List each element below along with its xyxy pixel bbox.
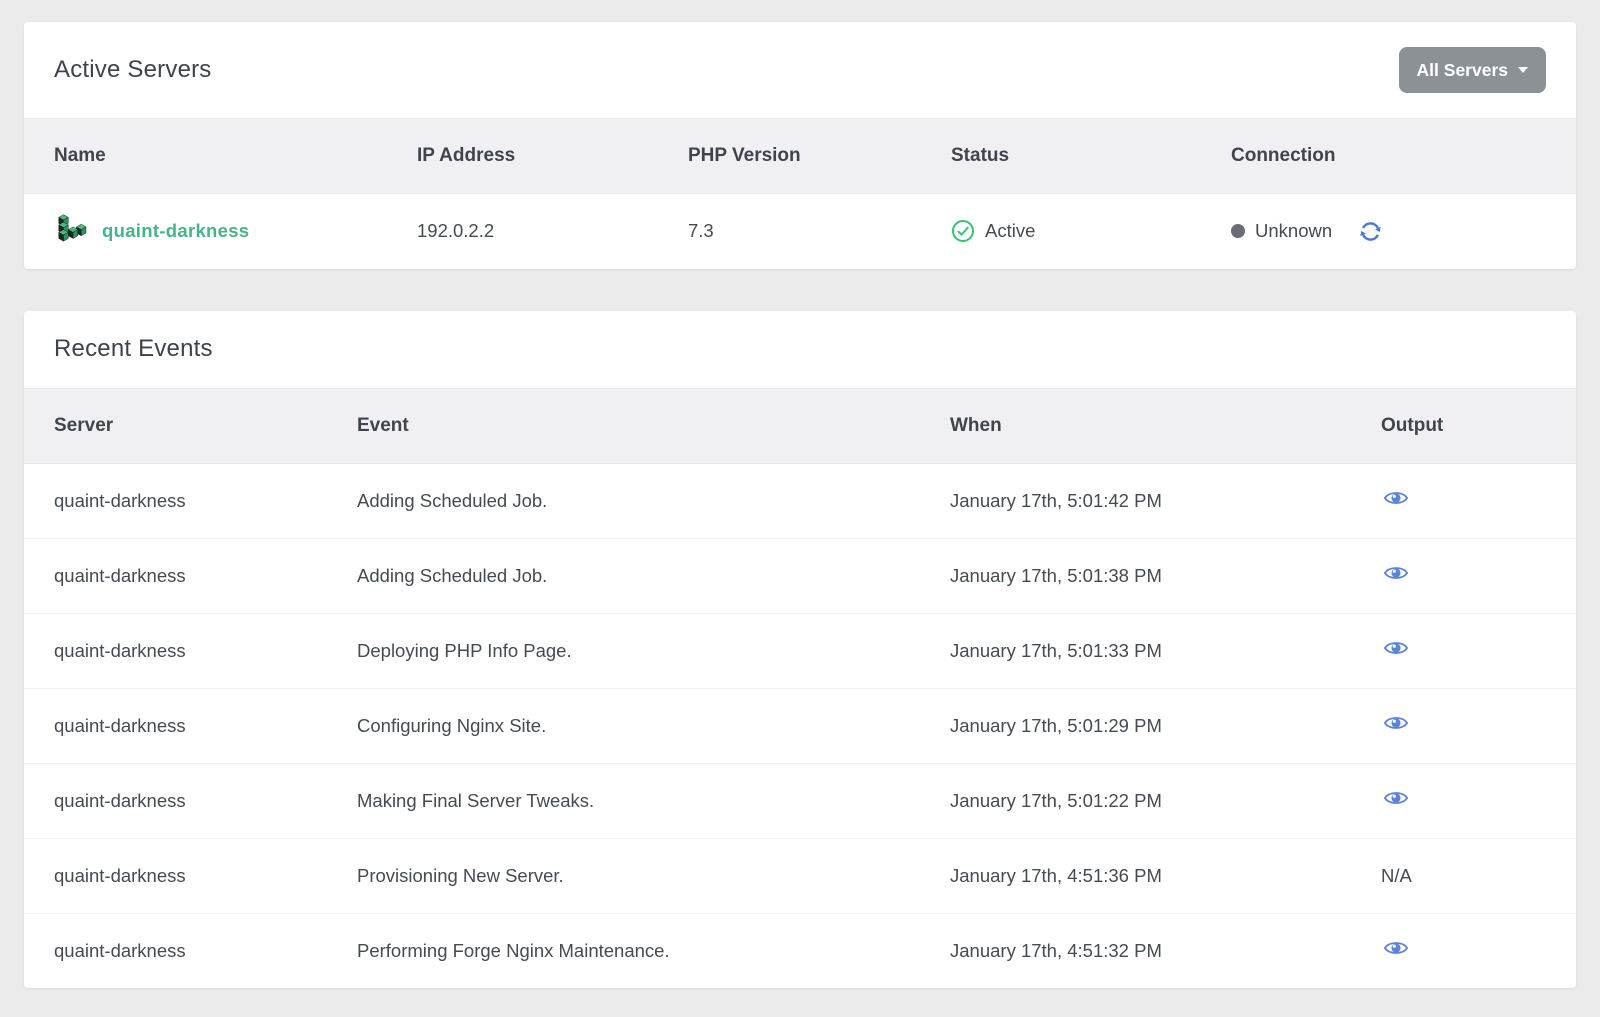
output-na: N/A bbox=[1381, 864, 1412, 886]
recent-events-header: Recent Events bbox=[24, 311, 1576, 388]
all-servers-dropdown-label: All Servers bbox=[1416, 59, 1508, 80]
event-description: Adding Scheduled Job. bbox=[357, 489, 548, 511]
server-cubes-icon bbox=[54, 212, 88, 250]
event-row: quaint-darkness Provisioning New Server.… bbox=[24, 837, 1576, 913]
event-when: January 17th, 5:01:38 PM bbox=[950, 564, 1162, 586]
server-name-link[interactable]: quaint-darkness bbox=[102, 220, 250, 242]
event-row: quaint-darkness Adding Scheduled Job. Ja… bbox=[24, 463, 1576, 538]
event-server: quaint-darkness bbox=[54, 789, 186, 811]
col-ip-address: IP Address bbox=[417, 118, 688, 194]
server-row: quaint-darkness 192.0.2.2 7.3 Active Unk… bbox=[24, 194, 1576, 269]
col-when: When bbox=[950, 387, 1381, 464]
view-output-icon[interactable] bbox=[1383, 639, 1409, 657]
col-php-version: PHP Version bbox=[688, 118, 951, 194]
connection-dot-icon bbox=[1231, 224, 1245, 239]
event-description: Provisioning New Server. bbox=[357, 864, 564, 886]
view-output-icon[interactable] bbox=[1383, 714, 1409, 732]
event-row: quaint-darkness Performing Forge Nginx M… bbox=[24, 912, 1576, 988]
event-description: Adding Scheduled Job. bbox=[357, 564, 548, 586]
event-description: Configuring Nginx Site. bbox=[357, 714, 547, 736]
active-servers-card: Active Servers All Servers Name IP Addre… bbox=[24, 22, 1576, 269]
event-description: Performing Forge Nginx Maintenance. bbox=[357, 939, 670, 961]
recent-events-header-row: Server Event When Output bbox=[24, 387, 1576, 464]
event-when: January 17th, 5:01:22 PM bbox=[950, 789, 1162, 811]
view-output-icon[interactable] bbox=[1383, 489, 1409, 507]
view-output-icon[interactable] bbox=[1383, 564, 1409, 582]
view-output-icon[interactable] bbox=[1383, 939, 1409, 957]
event-server: quaint-darkness bbox=[54, 639, 186, 661]
dashboard-page: Active Servers All Servers Name IP Addre… bbox=[24, 22, 1576, 988]
active-servers-header-row: Name IP Address PHP Version Status Conne… bbox=[24, 118, 1576, 194]
event-server: quaint-darkness bbox=[54, 939, 186, 961]
event-when: January 17th, 5:01:29 PM bbox=[950, 714, 1162, 736]
active-servers-table: Name IP Address PHP Version Status Conne… bbox=[24, 118, 1576, 269]
event-server: quaint-darkness bbox=[54, 564, 186, 586]
col-connection: Connection bbox=[1231, 118, 1576, 194]
col-name: Name bbox=[24, 118, 417, 194]
event-row: quaint-darkness Making Final Server Twea… bbox=[24, 762, 1576, 838]
event-row: quaint-darkness Adding Scheduled Job. Ja… bbox=[24, 537, 1576, 613]
col-output: Output bbox=[1381, 387, 1576, 464]
all-servers-dropdown-button[interactable]: All Servers bbox=[1398, 47, 1546, 93]
event-description: Deploying PHP Info Page. bbox=[357, 639, 572, 661]
check-circle-icon bbox=[951, 219, 975, 243]
event-when: January 17th, 4:51:32 PM bbox=[950, 939, 1162, 961]
event-row: quaint-darkness Configuring Nginx Site. … bbox=[24, 687, 1576, 763]
event-row: quaint-darkness Deploying PHP Info Page.… bbox=[24, 612, 1576, 688]
event-server: quaint-darkness bbox=[54, 864, 186, 886]
active-servers-title: Active Servers bbox=[54, 56, 212, 83]
recent-events-table: Server Event When Output quaint-darkness… bbox=[24, 387, 1576, 988]
event-when: January 17th, 4:51:36 PM bbox=[950, 864, 1162, 886]
view-output-icon[interactable] bbox=[1383, 789, 1409, 807]
col-event: Event bbox=[357, 387, 950, 464]
event-when: January 17th, 5:01:33 PM bbox=[950, 639, 1162, 661]
event-server: quaint-darkness bbox=[54, 489, 186, 511]
caret-down-icon bbox=[1518, 67, 1528, 73]
col-status: Status bbox=[951, 118, 1231, 194]
recent-events-tbody: quaint-darkness Adding Scheduled Job. Ja… bbox=[24, 463, 1576, 988]
event-server: quaint-darkness bbox=[54, 714, 186, 736]
col-server: Server bbox=[24, 387, 357, 464]
recent-events-title: Recent Events bbox=[54, 335, 213, 362]
connection-label: Unknown bbox=[1255, 220, 1333, 242]
event-description: Making Final Server Tweaks. bbox=[357, 789, 595, 811]
server-php-version: 7.3 bbox=[688, 220, 714, 242]
server-ip: 192.0.2.2 bbox=[417, 220, 495, 242]
event-when: January 17th, 5:01:42 PM bbox=[950, 489, 1162, 511]
server-status-label: Active bbox=[985, 220, 1036, 242]
recent-events-card: Recent Events Server Event When Output q… bbox=[24, 310, 1576, 988]
active-servers-header: Active Servers All Servers bbox=[24, 22, 1576, 118]
active-servers-tbody: quaint-darkness 192.0.2.2 7.3 Active Unk… bbox=[24, 194, 1576, 269]
refresh-connection-icon[interactable] bbox=[1358, 219, 1383, 244]
